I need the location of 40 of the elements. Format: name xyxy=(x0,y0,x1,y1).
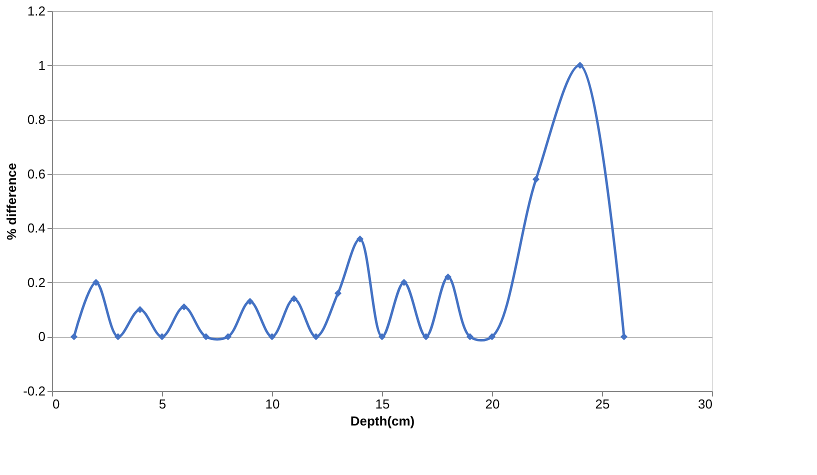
y-tick-label: 0.4 xyxy=(27,220,46,236)
x-tick-label: 10 xyxy=(265,396,280,412)
x-tick-label: 30 xyxy=(698,396,712,412)
point xyxy=(268,333,276,340)
y-axis-title: % difference xyxy=(4,162,20,240)
point xyxy=(334,290,342,297)
point xyxy=(620,333,628,340)
y-tick-label: -0.2 xyxy=(23,384,46,398)
y-tick-label: 1.2 xyxy=(27,4,46,18)
point xyxy=(158,333,166,340)
x-tick-label: 15 xyxy=(375,396,390,412)
point xyxy=(312,333,320,340)
point xyxy=(114,333,122,340)
point xyxy=(202,333,210,340)
y-tick-label: 0 xyxy=(38,329,46,344)
point xyxy=(576,62,584,69)
point xyxy=(356,235,364,243)
point xyxy=(378,333,386,340)
point xyxy=(466,333,474,340)
point xyxy=(290,295,298,302)
point xyxy=(92,278,100,286)
point xyxy=(136,306,144,314)
x-tick-label: 25 xyxy=(595,396,610,412)
x-tick-label: 0 xyxy=(52,396,60,412)
y-tick-label: 0.2 xyxy=(27,274,46,290)
x-axis-title: Depth(cm) xyxy=(350,414,415,428)
y-tick-label: 0.8 xyxy=(27,112,46,128)
point xyxy=(400,278,408,286)
point xyxy=(70,333,78,340)
point xyxy=(224,333,232,340)
y-tick-label: 1 xyxy=(38,58,46,73)
point xyxy=(532,176,540,183)
point xyxy=(488,333,496,340)
x-tick-label: 20 xyxy=(485,396,500,412)
point xyxy=(246,298,254,305)
point xyxy=(444,273,452,281)
point xyxy=(180,303,188,310)
point xyxy=(422,333,430,340)
y-tick-label: 0.6 xyxy=(27,166,46,182)
x-tick-label: 5 xyxy=(158,396,166,412)
